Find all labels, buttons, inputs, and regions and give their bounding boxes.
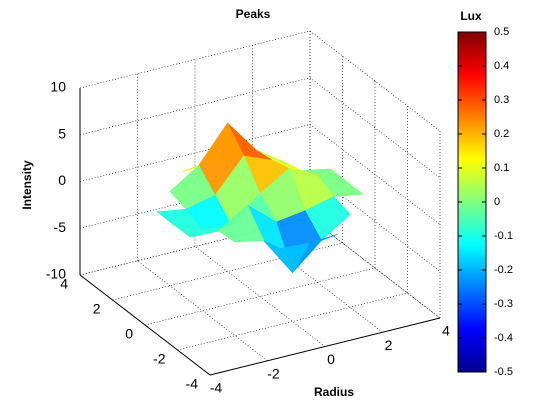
y-tick-label: 2	[93, 301, 101, 317]
z-tick-label: -10	[46, 266, 66, 282]
surface-cell	[218, 204, 265, 243]
x-axis	[209, 317, 441, 376]
grid	[79, 30, 441, 376]
surface-cell	[263, 240, 310, 274]
colorbar-tick-label: 0.2	[494, 128, 509, 140]
colorbar	[457, 31, 487, 373]
grid-line	[112, 242, 343, 301]
grid-line	[309, 30, 441, 132]
surface	[156, 122, 364, 274]
grid-line	[252, 232, 383, 333]
x-axis-label: Radius	[314, 385, 354, 399]
colorbar-tick-label: 0.3	[494, 94, 509, 106]
y-tick-label: -4	[186, 376, 199, 392]
x-tick-label: 0	[327, 351, 335, 367]
colorbar-ticks: 0.5 0.4 0.3 0.2 0.1 0 -0.1 -0.2 -0.3 -0.4 -0.5	[458, 26, 513, 378]
surface-cell	[173, 224, 219, 238]
grid-line	[309, 124, 441, 225]
y-tick-label: -2	[153, 351, 166, 367]
z-tick-label: 10	[50, 79, 66, 95]
colorbar-tick-label: -0.1	[494, 230, 513, 242]
chart-title: Peaks	[236, 7, 271, 21]
grid-line	[79, 170, 311, 229]
grid-line	[79, 30, 311, 89]
colorbar-tick-label: 0.4	[494, 60, 509, 72]
colorbar-tick-label: 0.5	[494, 26, 509, 38]
colorbar-tick-label: -0.3	[494, 298, 513, 310]
colorbar-tick-label: 0	[494, 196, 500, 208]
grid-line	[177, 292, 408, 351]
grid-line	[137, 260, 268, 361]
y-tick-label: 0	[125, 326, 133, 342]
x-tick-label: 4	[442, 323, 450, 339]
x-tick-label: 2	[385, 337, 393, 353]
x-tick-label: -4	[210, 380, 223, 396]
y-tick-label: 4	[60, 276, 68, 292]
colorbar-label: Lux	[460, 9, 482, 23]
z-axis-label: Intensity	[20, 160, 34, 210]
z-tick-label: 0	[58, 172, 66, 188]
colorbar-tick-label: -0.2	[494, 264, 513, 276]
y-axis	[79, 274, 211, 376]
grid-line	[309, 217, 441, 319]
colorbar-tick-label: -0.4	[494, 332, 513, 344]
grid-line	[79, 217, 311, 276]
grid-line	[309, 77, 441, 178]
grid-line	[194, 246, 326, 347]
grid-line	[79, 124, 311, 182]
grid-line	[79, 77, 311, 136]
colorbar-tick-label: -0.5	[494, 366, 513, 378]
z-tick-label: -5	[54, 219, 67, 235]
grid-line	[309, 217, 441, 319]
grid-line	[144, 267, 376, 326]
z-tick-label: 5	[58, 125, 66, 141]
x-tick-label: -2	[267, 365, 280, 381]
colorbar-tick-label: 0.1	[494, 162, 509, 174]
